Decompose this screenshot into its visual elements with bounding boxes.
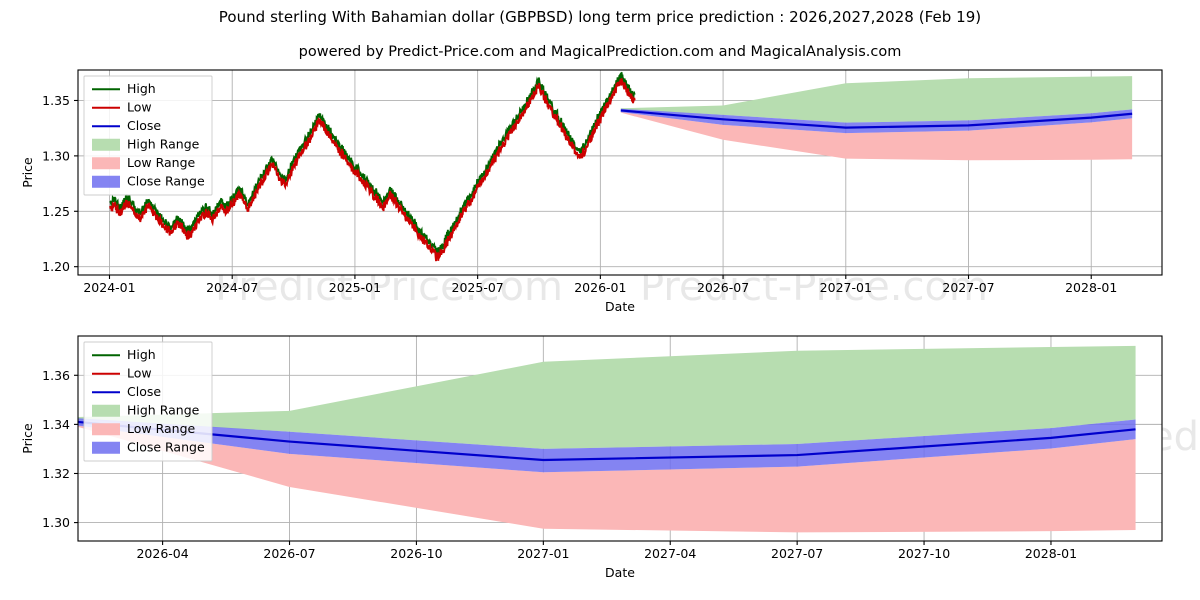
bottom-chart-y-axis-label: Price bbox=[20, 423, 35, 454]
legend-item[interactable]: High bbox=[92, 347, 156, 362]
top-chart-legend: High Low Close High Range Low Range Close Ran… bbox=[83, 75, 213, 196]
page-title: Pound sterling With Bahamian dollar (GBP… bbox=[218, 8, 982, 26]
legend-label: Low bbox=[127, 99, 152, 114]
legend-label: Close Range bbox=[127, 173, 205, 188]
bottom-chart-close-range-band bbox=[78, 418, 1136, 473]
top-chart-y-axis-label: Price bbox=[20, 157, 35, 188]
legend-item[interactable]: High Range bbox=[92, 402, 200, 417]
y-tick-label: 1.32 bbox=[42, 466, 70, 481]
top-chart-high-range-band bbox=[620, 76, 1133, 123]
legend-swatch-patch bbox=[92, 423, 120, 436]
bottom-chart-x-axis-label: Date bbox=[605, 565, 635, 580]
top-chart-x-axis-label: Date bbox=[605, 299, 635, 314]
legend-item[interactable]: Close bbox=[92, 118, 161, 133]
bottom-chart-axes-labels: 1.30 1.32 1.34 1.36 2026-04 2026-07 2026-10 202… bbox=[20, 368, 1077, 580]
bottom-chart-axes-frame bbox=[77, 335, 1163, 542]
x-tick-label: 2026-04 bbox=[136, 546, 188, 561]
legend-swatch-patch bbox=[92, 157, 120, 170]
x-tick-label: 2027-07 bbox=[942, 280, 994, 295]
x-tick-label: 2027-01 bbox=[517, 546, 569, 561]
legend-item[interactable]: Close Range bbox=[92, 173, 205, 188]
y-tick-label: 1.30 bbox=[42, 515, 70, 530]
top-chart-high-history-line bbox=[109, 71, 636, 257]
x-tick-label: 2026-07 bbox=[263, 546, 315, 561]
legend-item[interactable]: High bbox=[92, 81, 156, 96]
legend-label: Close bbox=[127, 118, 161, 133]
legend-label: High bbox=[127, 347, 156, 362]
legend-item[interactable]: Low Range bbox=[92, 155, 196, 170]
y-tick-label: 1.25 bbox=[42, 204, 70, 219]
bottom-chart-series-layer bbox=[78, 345, 1136, 533]
page-subtitle: powered by Predict-Price.com and Magical… bbox=[298, 44, 902, 60]
legend-item[interactable]: Low Range bbox=[92, 421, 196, 436]
legend-item[interactable]: High Range bbox=[92, 136, 200, 151]
legend-label: Close bbox=[127, 384, 161, 399]
top-chart-low-history-line bbox=[109, 78, 636, 262]
legend-label: High bbox=[127, 81, 156, 96]
legend-swatch-patch bbox=[92, 404, 120, 417]
legend-label: Low bbox=[127, 365, 152, 380]
x-tick-label: 2025-07 bbox=[452, 280, 504, 295]
x-tick-label: 2028-01 bbox=[1025, 546, 1077, 561]
x-tick-label: 2026-01 bbox=[574, 280, 626, 295]
bottom-chart-high-range-band bbox=[78, 345, 1136, 449]
top-chart-low-range-band bbox=[620, 112, 1133, 161]
legend-swatch-patch bbox=[92, 138, 120, 151]
bottom-chart-close-forecast-line bbox=[78, 420, 1136, 462]
bottom-chart-low-range-band bbox=[78, 425, 1136, 533]
x-tick-label: 2027-01 bbox=[820, 280, 872, 295]
top-chart-close-forecast-line bbox=[620, 109, 1133, 129]
top-chart-axes-labels: 1.20 1.25 1.30 1.35 2024-01 2024-07 2025-01 202… bbox=[20, 93, 1117, 314]
legend-label: Low Range bbox=[127, 155, 196, 170]
legend-item[interactable]: Close Range bbox=[92, 439, 205, 454]
x-tick-label: 2026-07 bbox=[697, 280, 749, 295]
top-chart-close-range-band bbox=[620, 108, 1133, 134]
x-tick-label: 2027-07 bbox=[771, 546, 823, 561]
y-tick-label: 1.20 bbox=[42, 259, 70, 274]
legend-label: High Range bbox=[127, 136, 200, 151]
y-tick-label: 1.30 bbox=[42, 148, 70, 163]
legend-item[interactable]: Close bbox=[92, 384, 161, 399]
top-chart-axes-frame bbox=[77, 69, 1163, 276]
y-tick-label: 1.35 bbox=[42, 93, 70, 108]
legend-label: Close Range bbox=[127, 439, 205, 454]
legend-swatch-patch bbox=[92, 175, 120, 188]
y-tick-label: 1.36 bbox=[42, 368, 70, 383]
x-tick-label: 2027-10 bbox=[898, 546, 950, 561]
legend-item[interactable]: Low bbox=[92, 365, 152, 380]
x-tick-label: 2026-10 bbox=[390, 546, 442, 561]
legend-label: Low Range bbox=[127, 421, 196, 436]
x-tick-label: 2028-01 bbox=[1065, 280, 1117, 295]
y-tick-label: 1.34 bbox=[42, 417, 70, 432]
legend-swatch-patch bbox=[92, 441, 120, 454]
top-chart-series-layer bbox=[109, 71, 1133, 262]
x-tick-label: 2024-01 bbox=[83, 280, 135, 295]
x-tick-label: 2024-07 bbox=[206, 280, 258, 295]
x-tick-label: 2027-04 bbox=[644, 546, 696, 561]
top-chart-history-series bbox=[109, 71, 636, 262]
bottom-chart: 1.30 1.32 1.34 1.36 2026-04 2026-07 2026-10 202… bbox=[20, 335, 1163, 580]
top-chart: 1.20 1.25 1.30 1.35 2024-01 2024-07 2025-01 202… bbox=[20, 69, 1163, 314]
legend-label: High Range bbox=[127, 402, 200, 417]
x-tick-label: 2025-01 bbox=[329, 280, 381, 295]
legend-item[interactable]: Low bbox=[92, 99, 152, 114]
bottom-chart-legend: High Low Close High Range Low Range Close Ran… bbox=[83, 341, 213, 462]
